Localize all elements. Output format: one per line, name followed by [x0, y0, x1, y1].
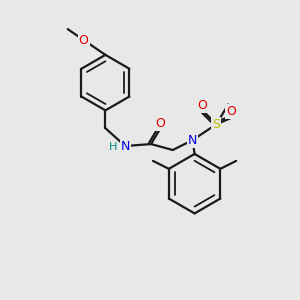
Text: O: O: [226, 105, 236, 118]
Text: O: O: [79, 34, 88, 46]
Text: N: N: [188, 134, 197, 147]
Text: H: H: [109, 142, 118, 152]
Text: N: N: [121, 140, 130, 152]
Text: O: O: [155, 117, 165, 130]
Text: S: S: [212, 118, 220, 131]
Text: O: O: [198, 99, 207, 112]
